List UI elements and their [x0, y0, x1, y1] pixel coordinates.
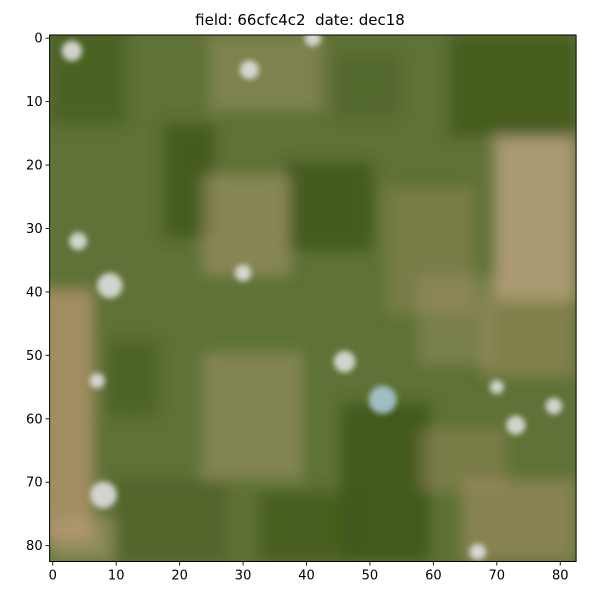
x-tick-label-20: 20 — [171, 569, 188, 584]
bright-spot-13 — [489, 380, 504, 395]
field-patch-8 — [106, 339, 158, 416]
bright-spot-5 — [234, 264, 252, 282]
x-tick-label-10: 10 — [108, 569, 125, 584]
bright-spot-11 — [469, 543, 487, 561]
bright-spot-10 — [90, 481, 117, 509]
y-tick-label-0: 0 — [34, 32, 42, 47]
bright-spot-8 — [506, 415, 526, 435]
field-patch-5 — [493, 136, 577, 302]
bright-spot-0 — [61, 40, 82, 62]
y-tick-label-50: 50 — [26, 349, 43, 364]
field-patch-9 — [201, 352, 304, 480]
x-tick-label-50: 50 — [362, 569, 379, 584]
bright-spot-2 — [304, 35, 322, 47]
figure-title: field: 66cfc4c2 date: dec18 — [195, 11, 405, 29]
bright-spot-1 — [239, 60, 259, 80]
satellite-image — [49, 35, 577, 562]
x-tick-label-80: 80 — [552, 569, 569, 584]
field-patch-15 — [208, 35, 323, 112]
y-tick-label-80: 80 — [26, 539, 43, 554]
x-axis: 0 10 20 30 40 50 60 70 80 — [49, 561, 569, 584]
bright-spot-12 — [89, 373, 105, 389]
field-patch-0 — [49, 35, 126, 124]
y-tick-label-30: 30 — [26, 222, 43, 237]
field-patch-7 — [49, 288, 95, 543]
y-tick-label-20: 20 — [26, 159, 43, 174]
field-patch-2 — [284, 161, 374, 251]
y-tick-label-10: 10 — [26, 95, 43, 110]
y-tick-label-60: 60 — [26, 412, 43, 427]
bright-spot-9 — [545, 397, 563, 415]
y-tick-label-40: 40 — [26, 285, 43, 300]
bright-spot-4 — [97, 272, 123, 299]
field-patch-4 — [449, 35, 577, 137]
y-tick-label-70: 70 — [26, 476, 43, 491]
x-tick-label-0: 0 — [49, 569, 57, 584]
field-patch-14 — [113, 479, 228, 562]
y-axis: 0 10 20 30 40 50 60 70 80 — [26, 32, 50, 554]
field-patch-18 — [480, 301, 577, 378]
field-patch-11 — [258, 491, 348, 562]
bright-spot-6 — [333, 350, 356, 373]
x-tick-label-30: 30 — [235, 569, 252, 584]
x-tick-label-70: 70 — [489, 569, 506, 584]
bright-spot-3 — [69, 232, 88, 251]
field-patch-3 — [201, 174, 291, 277]
x-tick-label-60: 60 — [425, 569, 442, 584]
field-patch-10 — [341, 402, 431, 562]
axes-frame — [49, 34, 577, 562]
field-patch-19 — [49, 517, 114, 562]
x-tick-label-40: 40 — [298, 569, 315, 584]
field-patch-16 — [335, 54, 399, 118]
bright-spot-7 — [368, 385, 397, 414]
